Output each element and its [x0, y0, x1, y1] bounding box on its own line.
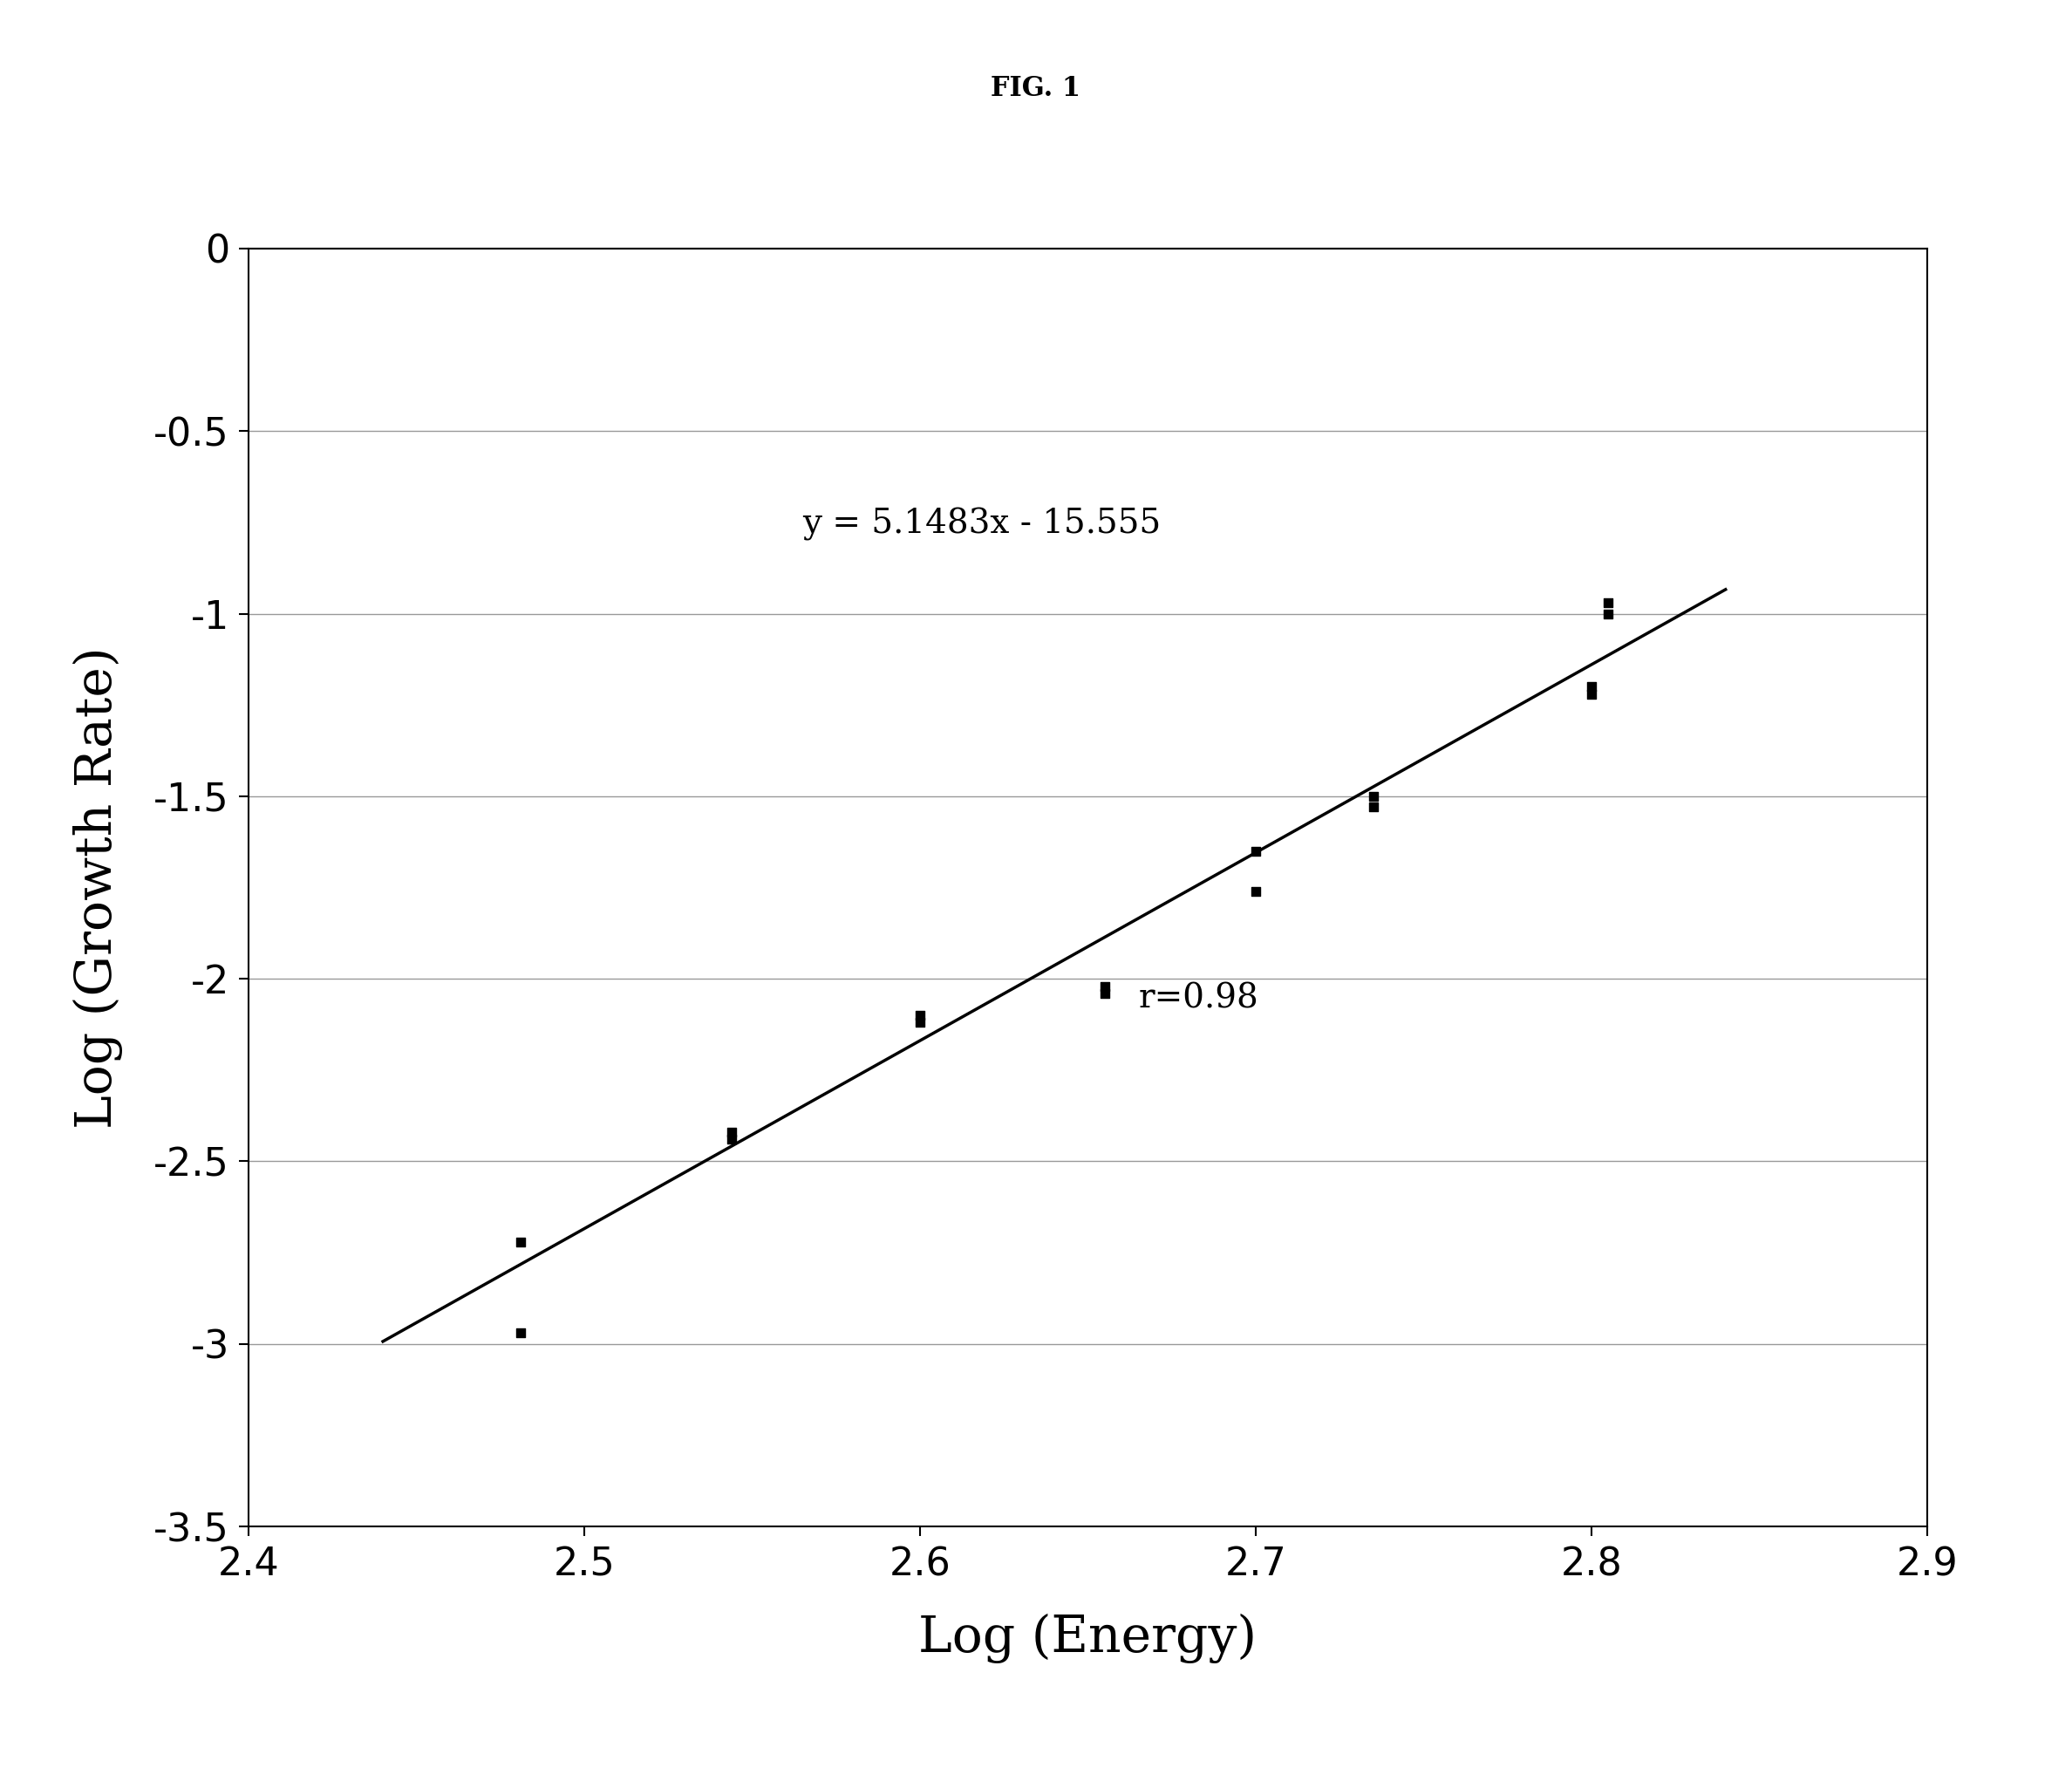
- Point: [1357, 793, 1390, 822]
- Text: y = 5.1483x - 15.555: y = 5.1483x - 15.555: [802, 508, 1160, 541]
- Point: [715, 1125, 748, 1154]
- Text: FIG. 1: FIG. 1: [990, 75, 1082, 103]
- Point: [1088, 973, 1121, 1001]
- Point: [1239, 836, 1272, 864]
- Point: [1575, 680, 1608, 708]
- Point: [1591, 600, 1624, 628]
- Point: [503, 1319, 537, 1347]
- Point: [903, 1001, 937, 1029]
- Point: [503, 1228, 537, 1257]
- Point: [1591, 589, 1624, 618]
- Point: [1088, 980, 1121, 1008]
- Point: [903, 1008, 937, 1037]
- Y-axis label: Log (Growth Rate): Log (Growth Rate): [73, 646, 124, 1129]
- Point: [1239, 877, 1272, 905]
- Point: [1575, 673, 1608, 701]
- Point: [1357, 783, 1390, 811]
- Point: [715, 1118, 748, 1147]
- Text: r=0.98: r=0.98: [1138, 983, 1258, 1015]
- X-axis label: Log (Energy): Log (Energy): [918, 1613, 1258, 1663]
